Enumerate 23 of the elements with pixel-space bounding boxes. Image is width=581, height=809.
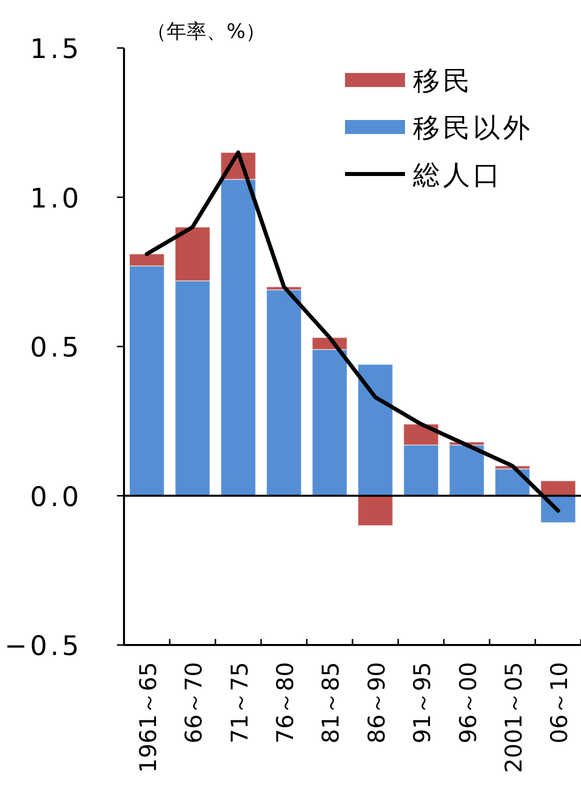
y-tick-label: 1.0	[30, 183, 82, 214]
x-tick-label: 71～75	[227, 662, 254, 744]
y-tick-label: −0.5	[4, 631, 82, 662]
legend-label: 移民	[413, 66, 473, 97]
y-tick-label: 0.0	[30, 482, 82, 513]
x-tick-label: 81～85	[318, 662, 345, 744]
x-tick-label: 2001～05	[501, 662, 528, 773]
bar	[266, 289, 302, 496]
bar	[357, 495, 394, 526]
bar	[357, 364, 394, 496]
y-tick-label: 1.5	[30, 34, 82, 65]
x-tick-label: 06～10	[547, 662, 574, 744]
y-tick-label: 0.5	[30, 332, 82, 364]
legend-label: 移民以外	[413, 113, 533, 144]
x-tick-label: 66～70	[182, 662, 208, 744]
y-axis-title: （年率、%）	[146, 19, 266, 43]
bar	[448, 444, 485, 496]
x-tick-label: 86～90	[364, 662, 390, 744]
legend-label: 総人口	[412, 160, 503, 191]
x-tick-label: 1961～65	[136, 662, 162, 773]
x-tick-label: 96～00	[456, 662, 482, 744]
x-tick-label: 91～95	[410, 662, 436, 744]
x-tick-label: 76～80	[272, 662, 299, 744]
